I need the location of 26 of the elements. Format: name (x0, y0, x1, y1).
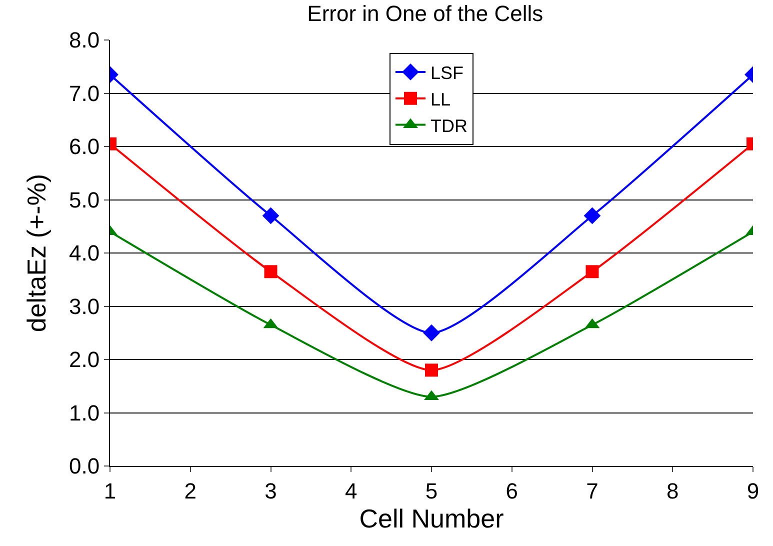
y-axis-title: deltaEz (+-%) (21, 174, 52, 332)
x-tick-label: 6 (506, 478, 518, 504)
y-tick-label: 2.0 (69, 347, 100, 372)
x-tick-label: 1 (104, 478, 116, 504)
x-tick-label: 7 (586, 478, 598, 504)
y-tick-label: 3.0 (69, 294, 100, 319)
y-tick-label: 4.0 (69, 240, 100, 266)
point (425, 364, 438, 377)
x-axis-title: Cell Number (359, 503, 504, 534)
y-tick-label: 5.0 (69, 187, 100, 212)
x-tick-label: 3 (264, 478, 277, 504)
x-tick-label: 4 (345, 478, 358, 504)
y-tick-label: 0.0 (69, 454, 100, 479)
y-tick-label: 6.0 (69, 134, 100, 160)
x-tick-label: 2 (184, 478, 197, 504)
legend-label: TDR (430, 116, 468, 136)
x-tick-label: 5 (425, 478, 438, 504)
y-tick-label: 1.0 (69, 400, 100, 426)
y-tick-label: 7.0 (69, 80, 100, 106)
chart-title: Error in One of the Cells (307, 0, 544, 26)
point (423, 324, 440, 342)
y-tick-label: 8.0 (69, 28, 100, 53)
legend-label: LSF (430, 63, 464, 83)
legend-label: LL (430, 89, 451, 110)
x-tick-label: 8 (666, 478, 679, 504)
x-tick-label: 9 (746, 478, 760, 504)
